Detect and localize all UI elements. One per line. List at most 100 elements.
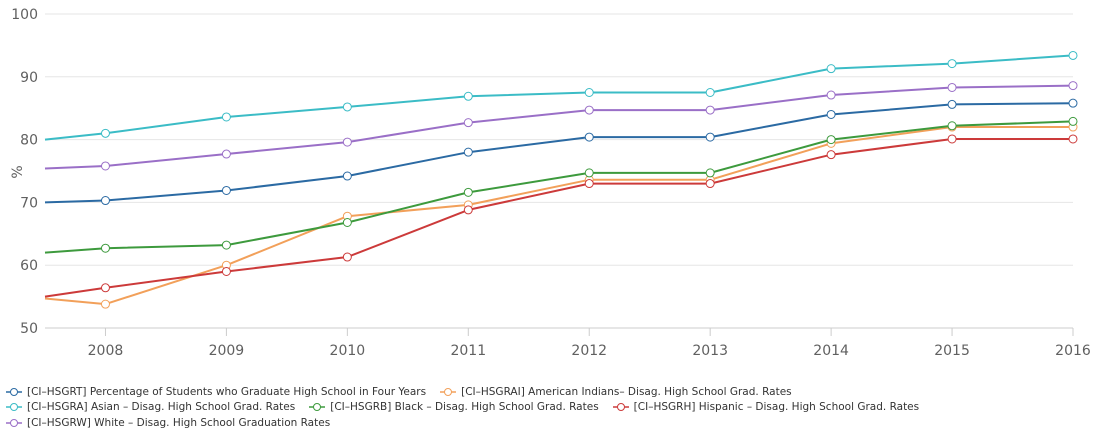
data-point[interactable] <box>221 112 231 122</box>
data-point[interactable] <box>100 128 110 138</box>
data-point[interactable] <box>705 132 715 142</box>
data-point[interactable] <box>705 168 715 178</box>
y-tick-label: 100 <box>11 7 38 23</box>
legend-symbol-icon <box>6 403 22 411</box>
data-point[interactable] <box>100 196 110 206</box>
data-point[interactable] <box>342 137 352 147</box>
legend-symbol-icon <box>612 403 629 411</box>
legend-symbol-icon <box>6 418 22 427</box>
data-point[interactable] <box>221 149 231 159</box>
data-point[interactable] <box>342 171 352 181</box>
data-point[interactable] <box>463 118 473 128</box>
data-point[interactable] <box>826 90 836 100</box>
series-0[interactable] <box>44 98 1078 206</box>
data-point[interactable] <box>1068 134 1078 144</box>
data-point[interactable] <box>826 135 836 145</box>
x-tick-label: 2015 <box>934 343 970 359</box>
y-tick-label: 50 <box>20 321 38 337</box>
y-axis-title: % <box>10 165 26 178</box>
legend-item[interactable]: [CI–HSGRB] Black – Disag. High School Gr… <box>309 400 599 415</box>
series-1[interactable] <box>44 122 1078 309</box>
data-point[interactable] <box>221 266 231 276</box>
series-line <box>44 126 1073 306</box>
data-point[interactable] <box>947 59 957 69</box>
x-tick-label: 2010 <box>330 343 366 359</box>
data-point[interactable] <box>463 205 473 215</box>
data-point[interactable] <box>463 91 473 101</box>
legend-row: [CI–HSGRA] Asian – Disag. High School Gr… <box>6 400 1096 416</box>
series-line <box>44 138 1073 298</box>
series-2[interactable] <box>44 50 1078 141</box>
legend-item[interactable]: [CI–HSGRA] Asian – Disag. High School Gr… <box>6 400 295 415</box>
legend-item[interactable]: [CI–HSGRAI] American Indians– Disag. Hig… <box>440 384 792 399</box>
line-chart: 50 60 70 80 90 100 2008 2009 2010 2011 2012 2013 201… <box>10 7 1091 359</box>
data-point[interactable] <box>705 179 715 189</box>
x-tick-label: 2013 <box>692 343 728 359</box>
legend-row: [CI–HSGRT] Percentage of Students who Gr… <box>6 384 1096 400</box>
data-point[interactable] <box>584 88 594 97</box>
data-point[interactable] <box>221 185 231 195</box>
x-tick-label: 2012 <box>571 343 607 359</box>
legend-symbol-icon <box>309 403 326 411</box>
legend-row: [CI–HSGRW] White – Disag. High School Gr… <box>6 415 1096 431</box>
legend-label: [CI–HSGRH] Hispanic – Disag. High School… <box>633 401 920 413</box>
data-point[interactable] <box>947 121 957 131</box>
data-point[interactable] <box>584 132 594 142</box>
data-point[interactable] <box>947 134 957 144</box>
series-lines <box>44 50 1078 309</box>
y-tick-label: 70 <box>20 195 38 211</box>
data-point[interactable] <box>947 99 957 109</box>
y-tick-label: 80 <box>20 133 38 149</box>
data-point[interactable] <box>100 243 110 253</box>
data-point[interactable] <box>584 179 594 189</box>
data-point[interactable] <box>342 217 352 227</box>
legend-symbol-icon <box>6 387 22 396</box>
legend-symbol-icon <box>440 387 457 396</box>
series-3[interactable] <box>44 116 1078 254</box>
series-4[interactable] <box>44 134 1078 298</box>
data-point[interactable] <box>342 252 352 262</box>
x-tick-label: 2009 <box>209 343 245 359</box>
data-point[interactable] <box>705 88 715 97</box>
legend-label: [CI–HSGRT] Percentage of Students who Gr… <box>27 385 427 398</box>
data-point[interactable] <box>826 109 836 119</box>
data-point[interactable] <box>1068 116 1078 126</box>
legend-label: [CI–HSGRB] Black – Disag. High School Gr… <box>330 401 599 413</box>
data-point[interactable] <box>584 168 594 178</box>
legend-label: [CI–HSGRAI] American Indians– Disag. Hig… <box>461 385 792 398</box>
data-point[interactable] <box>826 64 836 74</box>
y-tick-label: 60 <box>20 258 38 274</box>
data-point[interactable] <box>100 283 110 293</box>
series-line <box>44 54 1074 141</box>
data-point[interactable] <box>100 161 110 171</box>
x-tick-label: 2016 <box>1055 343 1091 359</box>
data-point[interactable] <box>826 150 836 160</box>
legend-label: [CI–HSGRA] Asian – Disag. High School Gr… <box>27 401 296 413</box>
data-point[interactable] <box>100 299 110 309</box>
legend-item[interactable]: [CI–HSGRT] Percentage of Students who Gr… <box>6 384 426 399</box>
data-point[interactable] <box>1068 81 1078 91</box>
data-point[interactable] <box>342 102 352 112</box>
series-line <box>44 120 1074 254</box>
legend-item[interactable]: [CI–HSGRH] Hispanic – Disag. High School… <box>612 400 920 415</box>
data-point[interactable] <box>221 240 231 250</box>
series-line <box>44 102 1074 204</box>
x-tick-label: 2008 <box>88 343 124 359</box>
data-point[interactable] <box>463 187 473 197</box>
data-point[interactable] <box>463 147 473 157</box>
legend: [CI–HSGRT] Percentage of Students who Gr… <box>6 384 1096 431</box>
y-tick-label: 90 <box>20 70 38 86</box>
series-line <box>44 84 1074 170</box>
gridlines <box>45 13 1073 329</box>
data-point[interactable] <box>1068 98 1078 108</box>
data-point[interactable] <box>947 82 957 92</box>
x-tick-label: 2014 <box>813 343 849 359</box>
legend-label: [CI–HSGRW] White – Disag. High School Gr… <box>27 416 331 429</box>
data-point[interactable] <box>1068 50 1078 60</box>
data-point[interactable] <box>584 105 594 115</box>
legend-item[interactable]: [CI–HSGRW] White – Disag. High School Gr… <box>6 415 330 430</box>
series-5[interactable] <box>44 81 1078 171</box>
axes: 50 60 70 80 90 100 2008 2009 2010 2011 2012 2013 201… <box>11 7 1091 359</box>
x-tick-label: 2011 <box>450 343 486 359</box>
data-point[interactable] <box>705 105 715 115</box>
